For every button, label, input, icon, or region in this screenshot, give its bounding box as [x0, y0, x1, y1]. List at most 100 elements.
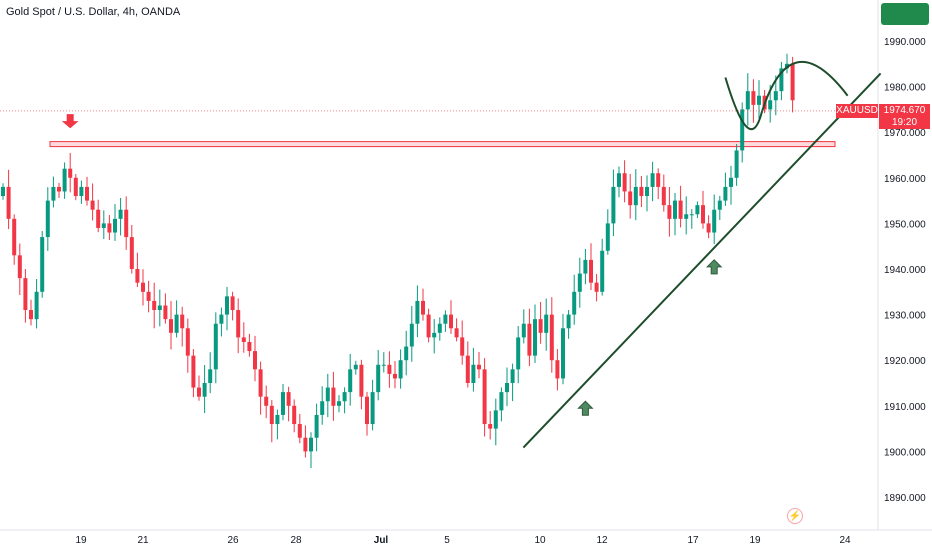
- candle-body: [432, 332, 437, 338]
- candle-body: [365, 396, 369, 425]
- lightning-icon[interactable]: ⚡: [787, 508, 803, 524]
- candle-body: [421, 300, 425, 315]
- y-tick-label: 1940.000: [884, 265, 926, 276]
- candle-body: [673, 200, 677, 219]
- candle-body: [605, 223, 610, 251]
- candle-body: [706, 223, 711, 233]
- candle-body: [370, 392, 375, 425]
- down-arrow-icon: [61, 114, 79, 129]
- candle-body: [712, 209, 717, 233]
- candle-body: [381, 364, 386, 366]
- candle-body: [583, 259, 588, 274]
- candle-body: [751, 91, 756, 105]
- x-tick-label: 19: [749, 535, 761, 546]
- candle-body: [639, 186, 644, 197]
- candle-body: [757, 95, 761, 105]
- candle-body: [146, 291, 151, 301]
- candle-body: [449, 314, 453, 329]
- projection-path: [724, 60, 849, 131]
- candle-body: [701, 205, 705, 224]
- candle-body: [208, 369, 213, 383]
- x-tick-label: 24: [839, 535, 851, 546]
- candle-body: [40, 237, 45, 292]
- candle-body: [493, 410, 498, 429]
- candle-body: [527, 323, 532, 356]
- candle-body: [124, 209, 129, 238]
- candle-body: [695, 205, 700, 215]
- candle-body: [667, 205, 672, 219]
- candle-body: [337, 401, 341, 406]
- candle-body: [51, 186, 56, 201]
- candle-body: [107, 223, 112, 233]
- candle-body: [600, 250, 605, 292]
- candle-body: [17, 255, 22, 279]
- candle-body: [589, 259, 593, 283]
- candle-body: [90, 200, 95, 210]
- candle-body: [594, 282, 599, 292]
- candle-body: [303, 437, 308, 452]
- candle-body: [555, 360, 560, 379]
- candle-body: [62, 168, 67, 192]
- candle-body: [566, 314, 571, 329]
- candle-body: [191, 355, 196, 388]
- candle-body: [180, 314, 185, 329]
- candle-body: [499, 392, 504, 411]
- candle-body: [745, 91, 750, 110]
- candle-body: [45, 200, 50, 238]
- candle-body: [510, 369, 515, 383]
- candle-body: [353, 364, 358, 370]
- trade-button[interactable]: [881, 3, 929, 25]
- candle-body: [12, 218, 17, 256]
- candle-body: [213, 323, 218, 370]
- last-price-tag: 1974.670 19:20: [879, 104, 930, 129]
- candle-body: [258, 369, 263, 397]
- up-arrow-icon: [577, 400, 594, 416]
- candle-body: [577, 273, 582, 292]
- x-tick-label: 19: [75, 535, 87, 546]
- x-tick-label: 26: [227, 535, 239, 546]
- candle-body: [68, 168, 73, 178]
- y-tick-label: 1990.000: [884, 37, 926, 48]
- candle-body: [650, 173, 655, 187]
- candle-body: [230, 296, 235, 311]
- candle-body: [157, 305, 162, 311]
- candle-body: [275, 414, 280, 425]
- y-tick-label: 1930.000: [884, 311, 926, 322]
- candle-body: [359, 364, 364, 397]
- y-tick-label: 1920.000: [884, 356, 926, 367]
- symbol-tag: XAUUSD: [836, 104, 878, 118]
- y-tick-label: 1900.000: [884, 447, 926, 458]
- candle-body: [286, 392, 291, 406]
- candle-body: [516, 337, 521, 370]
- candle-body: [437, 323, 442, 333]
- candle-body: [169, 319, 173, 333]
- last-price: 1974.670: [883, 105, 926, 116]
- candle-body: [454, 328, 459, 338]
- candle-body: [415, 300, 420, 324]
- candle-body: [482, 369, 487, 425]
- candle-body: [387, 364, 392, 374]
- candle-body: [264, 396, 269, 406]
- y-tick-label: 1970.000: [884, 128, 926, 139]
- candle-body: [202, 383, 207, 397]
- candle-body: [325, 387, 330, 402]
- candle-body: [342, 392, 347, 402]
- candle-body: [460, 337, 465, 356]
- candle-body: [628, 191, 633, 206]
- candle-body: [471, 364, 476, 383]
- candle-body: [57, 186, 61, 192]
- candle-body: [404, 346, 409, 361]
- candle-body: [561, 328, 565, 379]
- candle-body: [236, 310, 241, 338]
- x-tick-label: 10: [534, 535, 546, 546]
- candle-body: [225, 296, 229, 315]
- y-tick-label: 1910.000: [884, 402, 926, 413]
- candle-body: [185, 328, 190, 356]
- candle-body: [393, 373, 397, 379]
- candle-body: [331, 387, 336, 406]
- candle-body: [505, 383, 509, 393]
- candle-body: [96, 209, 101, 228]
- candle-body: [101, 223, 106, 228]
- candle-body: [247, 341, 252, 352]
